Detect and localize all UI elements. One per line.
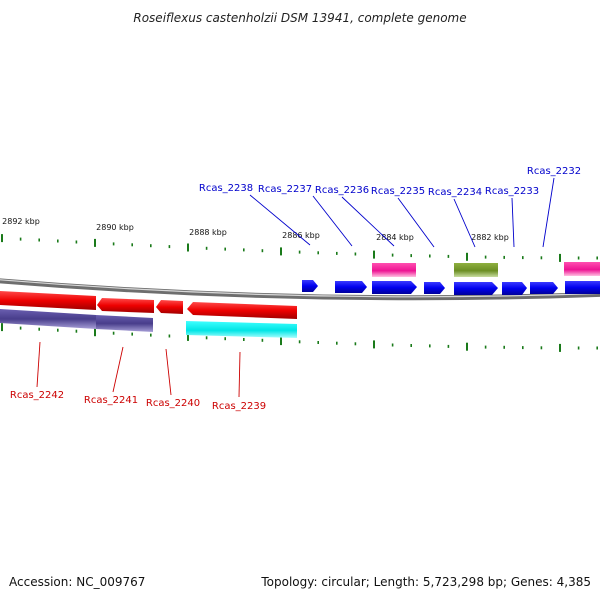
gene-feature[interactable] bbox=[335, 281, 367, 293]
rna-feature[interactable] bbox=[564, 262, 600, 276]
gene-label-forward[interactable]: Rcas_2232 bbox=[527, 166, 581, 177]
forward-strand-features bbox=[302, 280, 600, 295]
gene-feature[interactable] bbox=[565, 281, 600, 294]
forward-gene-labels bbox=[249, 177, 555, 248]
tick-label-2892: 2892 kbp bbox=[2, 217, 40, 226]
gene-feature[interactable] bbox=[372, 281, 417, 294]
scale-ticks-bottom bbox=[1, 323, 599, 352]
gene-feature[interactable] bbox=[502, 282, 527, 295]
other-feature[interactable] bbox=[96, 315, 153, 332]
accession-text: Accession: NC_009767 bbox=[9, 575, 145, 589]
gene-feature[interactable] bbox=[530, 282, 558, 294]
upper-track-features bbox=[372, 262, 600, 277]
gene-feature[interactable] bbox=[156, 300, 183, 314]
gene-label-forward[interactable]: Rcas_2236 bbox=[315, 185, 369, 196]
gene-label-forward[interactable]: Rcas_2233 bbox=[485, 186, 539, 197]
tick-label-2890: 2890 kbp bbox=[96, 223, 134, 232]
gene-label-reverse[interactable]: Rcas_2240 bbox=[146, 398, 200, 409]
lower-track-features bbox=[0, 309, 297, 338]
genome-backbone bbox=[0, 278, 600, 301]
gene-feature[interactable] bbox=[454, 282, 498, 295]
other-feature[interactable] bbox=[186, 321, 297, 338]
tick-label-2884: 2884 kbp bbox=[376, 233, 414, 242]
rna-feature[interactable] bbox=[454, 263, 498, 277]
map-title: Roseiflexus castenholzii DSM 13941, comp… bbox=[133, 11, 466, 25]
scale-ticks-top bbox=[1, 234, 599, 262]
gene-label-reverse[interactable]: Rcas_2241 bbox=[84, 395, 138, 406]
gene-label-reverse[interactable]: Rcas_2239 bbox=[212, 401, 266, 412]
gene-label-reverse[interactable]: Rcas_2242 bbox=[10, 390, 64, 401]
gene-label-forward[interactable]: Rcas_2237 bbox=[258, 184, 312, 195]
other-feature[interactable] bbox=[0, 309, 96, 329]
gene-label-forward[interactable]: Rcas_2234 bbox=[428, 187, 482, 198]
gene-feature[interactable] bbox=[97, 298, 154, 313]
gene-feature[interactable] bbox=[187, 302, 297, 319]
genome-summary-text: Topology: circular; Length: 5,723,298 bp… bbox=[260, 575, 591, 589]
reverse-gene-labels bbox=[36, 341, 241, 398]
gene-feature[interactable] bbox=[424, 282, 445, 294]
gene-label-forward[interactable]: Rcas_2238 bbox=[199, 183, 253, 194]
reverse-strand-features bbox=[0, 291, 297, 319]
rna-feature[interactable] bbox=[372, 263, 416, 277]
tick-label-2888: 2888 kbp bbox=[189, 228, 227, 237]
gene-feature[interactable] bbox=[0, 291, 96, 310]
gene-label-forward[interactable]: Rcas_2235 bbox=[371, 186, 425, 197]
tick-label-2886: 2886 kbp bbox=[282, 231, 320, 240]
tick-label-2882: 2882 kbp bbox=[471, 233, 509, 242]
gene-feature[interactable] bbox=[302, 280, 318, 292]
